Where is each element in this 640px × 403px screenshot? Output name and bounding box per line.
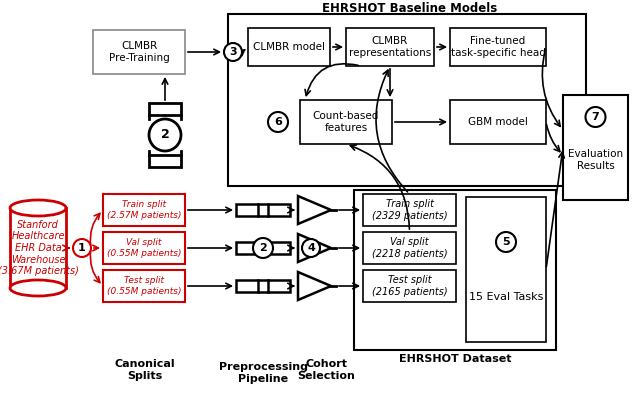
Text: CLMBR model: CLMBR model <box>253 42 325 52</box>
Bar <box>563 95 628 200</box>
Bar <box>236 280 258 292</box>
Text: Cohort
Selection: Cohort Selection <box>297 359 355 381</box>
Text: Val split
(0.55M patients): Val split (0.55M patients) <box>107 238 181 258</box>
Text: Test split
(0.55M patients): Test split (0.55M patients) <box>107 276 181 296</box>
Bar <box>300 100 392 144</box>
Text: Val split
(2218 patients): Val split (2218 patients) <box>372 237 447 259</box>
Ellipse shape <box>10 200 66 216</box>
Circle shape <box>224 43 242 61</box>
Bar <box>228 14 586 186</box>
Bar <box>103 232 185 264</box>
Text: Fine-tuned
task-specific head: Fine-tuned task-specific head <box>451 36 545 58</box>
Bar <box>93 30 185 74</box>
Text: Train split
(2.57M patients): Train split (2.57M patients) <box>107 200 181 220</box>
Bar <box>363 194 456 226</box>
Text: 4: 4 <box>307 243 315 253</box>
Polygon shape <box>298 234 331 262</box>
Text: Test split
(2165 patients): Test split (2165 patients) <box>372 275 447 297</box>
Text: 2: 2 <box>161 129 170 141</box>
Text: EHRSHOT Baseline Models: EHRSHOT Baseline Models <box>323 2 498 15</box>
Text: 2: 2 <box>259 243 267 253</box>
Text: EHRSHOT Dataset: EHRSHOT Dataset <box>399 354 511 364</box>
Bar <box>354 190 556 350</box>
Bar <box>149 103 181 115</box>
Text: Stanford
Healthcare
EHR Data
Warehouse
(3.67M patients): Stanford Healthcare EHR Data Warehouse (… <box>0 220 79 276</box>
Text: CLMBR
Pre-Training: CLMBR Pre-Training <box>109 41 170 63</box>
Text: GBM model: GBM model <box>468 117 528 127</box>
Bar <box>268 280 290 292</box>
Bar <box>466 197 546 342</box>
Bar <box>268 242 290 254</box>
Bar <box>346 28 434 66</box>
Polygon shape <box>298 196 331 224</box>
Text: CLMBR
representations: CLMBR representations <box>349 36 431 58</box>
Bar <box>450 100 546 144</box>
Text: Preprocessing
Pipeline: Preprocessing Pipeline <box>218 362 307 384</box>
Text: Canonical
Splits: Canonical Splits <box>115 359 175 381</box>
Bar <box>236 204 258 216</box>
Circle shape <box>302 239 320 257</box>
Bar <box>103 270 185 302</box>
Bar <box>363 270 456 302</box>
Bar <box>248 28 330 66</box>
Text: 1: 1 <box>78 243 86 253</box>
Ellipse shape <box>10 280 66 296</box>
Bar <box>363 232 456 264</box>
Bar <box>103 194 185 226</box>
Circle shape <box>586 107 605 127</box>
Bar <box>236 242 258 254</box>
Bar <box>450 28 546 66</box>
Circle shape <box>73 239 91 257</box>
Circle shape <box>496 232 516 252</box>
Text: Evaluation
Results: Evaluation Results <box>568 149 623 171</box>
Bar <box>149 155 181 167</box>
Text: Count-based
features: Count-based features <box>313 111 379 133</box>
Bar <box>268 204 290 216</box>
Circle shape <box>149 119 181 151</box>
Text: 7: 7 <box>591 112 600 122</box>
Text: 6: 6 <box>274 117 282 127</box>
Circle shape <box>268 112 288 132</box>
Text: 15 Eval Tasks: 15 Eval Tasks <box>469 292 543 302</box>
Polygon shape <box>298 272 331 300</box>
Bar <box>10 208 66 288</box>
Text: Train split
(2329 patients): Train split (2329 patients) <box>372 199 447 221</box>
Text: 5: 5 <box>502 237 510 247</box>
Circle shape <box>253 238 273 258</box>
Text: 3: 3 <box>229 47 237 57</box>
